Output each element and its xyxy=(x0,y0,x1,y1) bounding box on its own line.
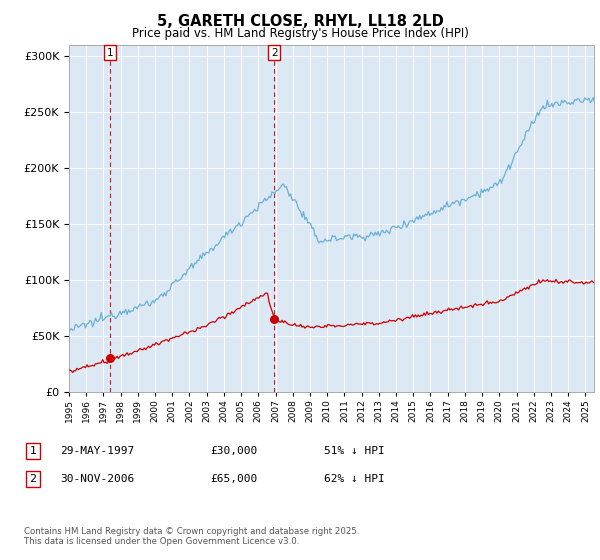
Text: 2: 2 xyxy=(271,48,277,58)
Text: £65,000: £65,000 xyxy=(210,474,257,484)
Text: Contains HM Land Registry data © Crown copyright and database right 2025.
This d: Contains HM Land Registry data © Crown c… xyxy=(24,526,359,546)
Text: 1: 1 xyxy=(106,48,113,58)
Text: 62% ↓ HPI: 62% ↓ HPI xyxy=(324,474,385,484)
Point xyxy=(269,315,279,324)
Text: 2: 2 xyxy=(29,474,37,484)
Text: 29-MAY-1997: 29-MAY-1997 xyxy=(60,446,134,456)
Text: 51% ↓ HPI: 51% ↓ HPI xyxy=(324,446,385,456)
Text: Price paid vs. HM Land Registry's House Price Index (HPI): Price paid vs. HM Land Registry's House … xyxy=(131,27,469,40)
Text: 1: 1 xyxy=(29,446,37,456)
Text: £30,000: £30,000 xyxy=(210,446,257,456)
Point xyxy=(105,354,115,363)
Text: 5, GARETH CLOSE, RHYL, LL18 2LD: 5, GARETH CLOSE, RHYL, LL18 2LD xyxy=(157,14,443,29)
Text: 30-NOV-2006: 30-NOV-2006 xyxy=(60,474,134,484)
